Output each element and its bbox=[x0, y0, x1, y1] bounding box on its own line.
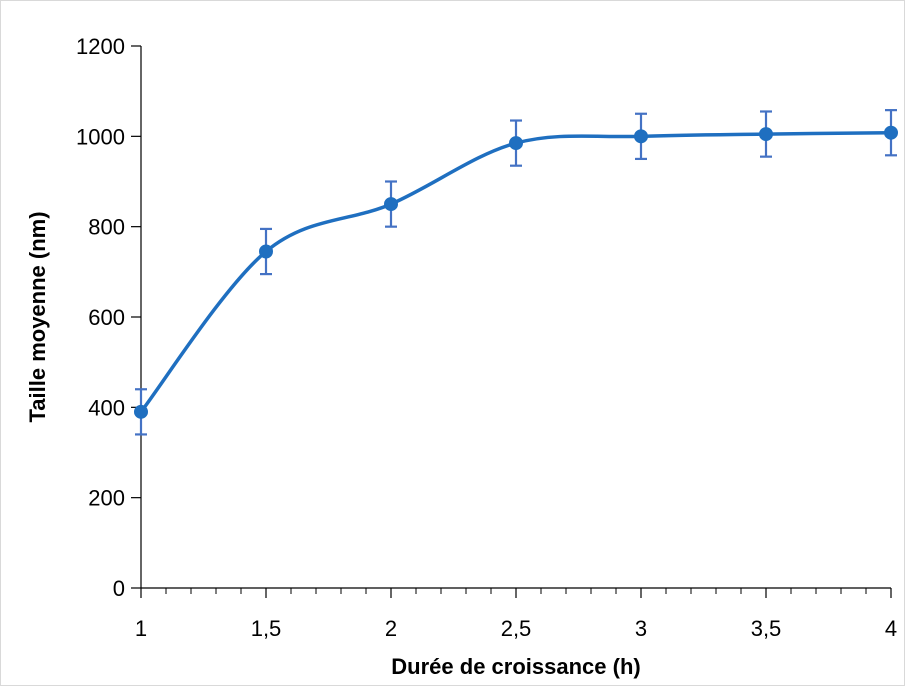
x-ticks: 1 1,5 2 2,5 3 3,5 4 bbox=[135, 588, 897, 641]
y-tick-label: 800 bbox=[88, 215, 125, 240]
y-tick-label: 1200 bbox=[76, 34, 125, 59]
data-point bbox=[509, 136, 523, 151]
x-tick-label: 3,5 bbox=[751, 616, 782, 641]
x-axis-title: Durée de croissance (h) bbox=[391, 654, 640, 679]
data-point bbox=[134, 404, 148, 419]
data-point bbox=[884, 125, 898, 140]
data-point bbox=[384, 197, 398, 212]
series-line bbox=[139, 130, 892, 413]
y-tick-label: 400 bbox=[88, 395, 125, 420]
x-tick-label: 4 bbox=[885, 616, 897, 641]
x-tick-label: 1 bbox=[135, 616, 147, 641]
y-tick-label: 0 bbox=[113, 576, 125, 601]
y-axis-title: Taille moyenne (nm) bbox=[25, 211, 50, 422]
x-tick-label: 3 bbox=[635, 616, 647, 641]
data-point bbox=[634, 129, 648, 144]
y-tick-label: 1000 bbox=[76, 124, 125, 149]
series-group bbox=[134, 109, 898, 436]
y-ticks: 0 200 400 600 800 1000 1200 bbox=[76, 34, 141, 601]
y-tick-label: 600 bbox=[88, 305, 125, 330]
x-tick-label: 2 bbox=[385, 616, 397, 641]
data-point bbox=[259, 244, 273, 259]
y-tick-label: 200 bbox=[88, 486, 125, 511]
x-tick-label: 1,5 bbox=[251, 616, 282, 641]
data-point bbox=[759, 127, 773, 142]
x-tick-label: 2,5 bbox=[501, 616, 532, 641]
